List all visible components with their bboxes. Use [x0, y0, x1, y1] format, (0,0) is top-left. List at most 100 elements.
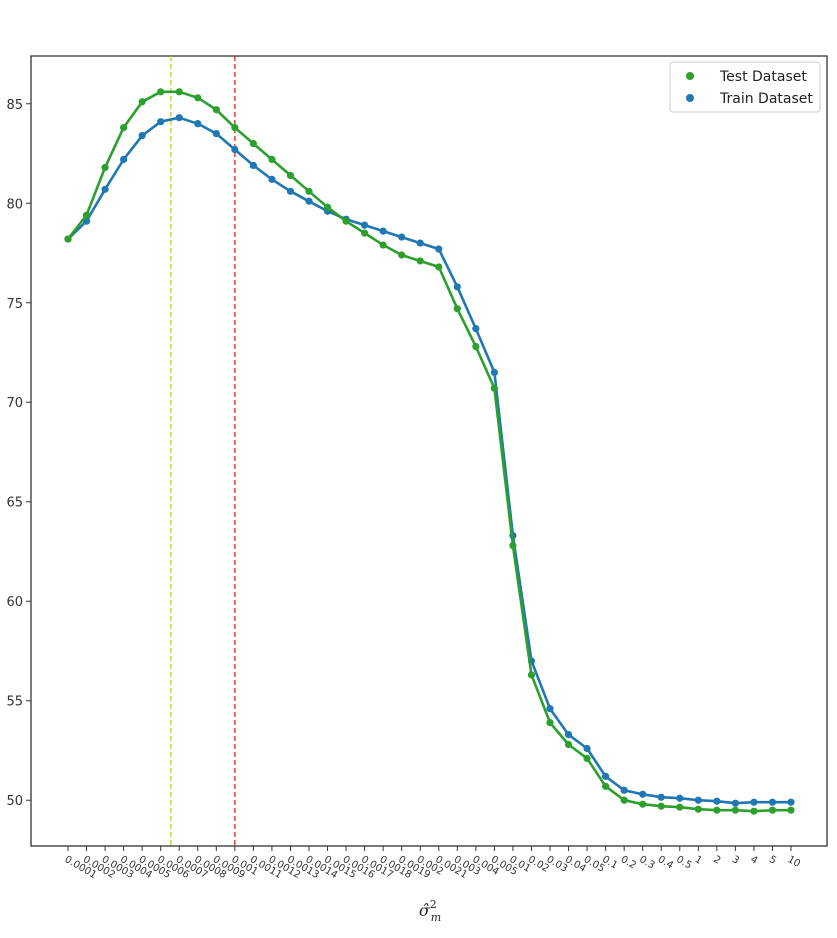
data-point — [82, 211, 91, 219]
data-point — [398, 233, 406, 241]
data-point — [305, 197, 313, 205]
data-point — [731, 799, 739, 807]
legend-box — [669, 61, 821, 113]
x-tick-label: 0.3 — [637, 854, 656, 871]
y-tick-label: 85 — [6, 98, 23, 113]
x-tick-label: 2 — [711, 854, 722, 867]
data-point — [768, 798, 777, 806]
legend-label-test: Test Dataset — [719, 69, 807, 85]
data-point — [694, 805, 702, 813]
data-point — [231, 145, 239, 154]
data-point — [546, 705, 554, 713]
data-point — [472, 325, 480, 333]
data-point — [323, 203, 332, 211]
data-point — [657, 802, 665, 810]
data-point — [379, 227, 387, 235]
data-point — [212, 106, 220, 114]
data-point — [750, 798, 758, 806]
data-point — [490, 368, 498, 376]
data-point — [342, 217, 350, 225]
x-tick-label: 3 — [730, 854, 741, 867]
x-axis-label-base: σ̂ — [419, 901, 431, 920]
data-point — [398, 251, 406, 259]
data-point — [602, 782, 610, 790]
data-point — [249, 161, 257, 170]
series-layer — [64, 88, 795, 815]
data-point — [361, 221, 369, 229]
data-point — [435, 245, 443, 253]
x-axis-label: σ̂2 m — [419, 898, 441, 924]
x-tick-label: 0.2 — [619, 854, 638, 871]
data-point — [564, 740, 573, 749]
data-point — [249, 139, 257, 148]
data-point — [286, 187, 295, 195]
data-point — [713, 797, 721, 805]
data-point — [472, 342, 480, 351]
data-point — [416, 257, 424, 265]
data-point — [120, 155, 128, 164]
data-point — [787, 798, 795, 806]
data-point — [157, 118, 165, 126]
data-point — [676, 803, 684, 811]
data-point — [694, 796, 702, 804]
y-axis: 50 55 60 65 70 75 80 85 — [6, 98, 31, 809]
data-point — [657, 793, 665, 801]
data-point — [787, 806, 795, 814]
data-point — [101, 185, 109, 193]
data-point — [602, 772, 610, 780]
data-point — [620, 796, 628, 804]
y-tick-label: 60 — [6, 595, 23, 610]
y-tick-label: 70 — [6, 396, 23, 411]
x-axis-label-sup: 2 — [430, 898, 437, 911]
data-point — [768, 806, 777, 814]
data-point — [620, 786, 628, 794]
x-tick-label: 0.5 — [674, 854, 693, 871]
data-point — [453, 305, 461, 313]
data-point — [175, 114, 183, 122]
data-point — [546, 719, 554, 727]
data-point — [120, 124, 128, 132]
data-point — [564, 730, 573, 739]
legend: Test Dataset Train Dataset — [669, 61, 821, 113]
y-tick-label: 50 — [6, 794, 23, 809]
x-axis: 0.00010.00020.00030.00040.00050.00060.00… — [63, 846, 803, 881]
data-point — [268, 155, 276, 164]
x-tick-label: 10 — [786, 854, 803, 870]
data-point — [750, 807, 758, 815]
data-point — [138, 98, 146, 106]
data-point — [639, 800, 647, 808]
series-test-dataset — [64, 88, 795, 815]
x-tick-label: 0.4 — [656, 854, 675, 871]
x-tick-label: 4 — [748, 854, 759, 867]
data-point — [286, 171, 295, 179]
plot-area — [30, 55, 828, 847]
data-point — [138, 131, 146, 140]
data-point — [583, 744, 591, 753]
data-point — [175, 88, 183, 96]
legend-marker-train — [686, 94, 694, 102]
y-tick-label: 65 — [6, 496, 23, 511]
data-point — [639, 790, 647, 798]
data-point — [453, 283, 461, 291]
data-point — [361, 229, 369, 237]
data-point — [64, 235, 72, 243]
data-point — [583, 754, 591, 763]
series-line — [66, 90, 791, 813]
x-tick-label: 1 — [693, 854, 704, 867]
y-tick-label: 80 — [6, 197, 23, 212]
data-point — [212, 130, 220, 138]
data-point — [157, 88, 165, 96]
y-tick-label: 55 — [6, 695, 23, 710]
data-point — [509, 541, 517, 550]
x-tick-label: 5 — [767, 854, 778, 867]
y-tick-label: 75 — [6, 297, 23, 312]
data-point — [305, 187, 313, 195]
data-point — [731, 806, 739, 814]
series-line — [67, 116, 791, 805]
data-point — [194, 120, 202, 128]
reference-lines — [170, 56, 236, 846]
data-point — [231, 124, 239, 132]
data-point — [416, 239, 424, 247]
x-axis-label-sub: m — [431, 911, 441, 924]
legend-label-train: Train Dataset — [719, 91, 813, 107]
